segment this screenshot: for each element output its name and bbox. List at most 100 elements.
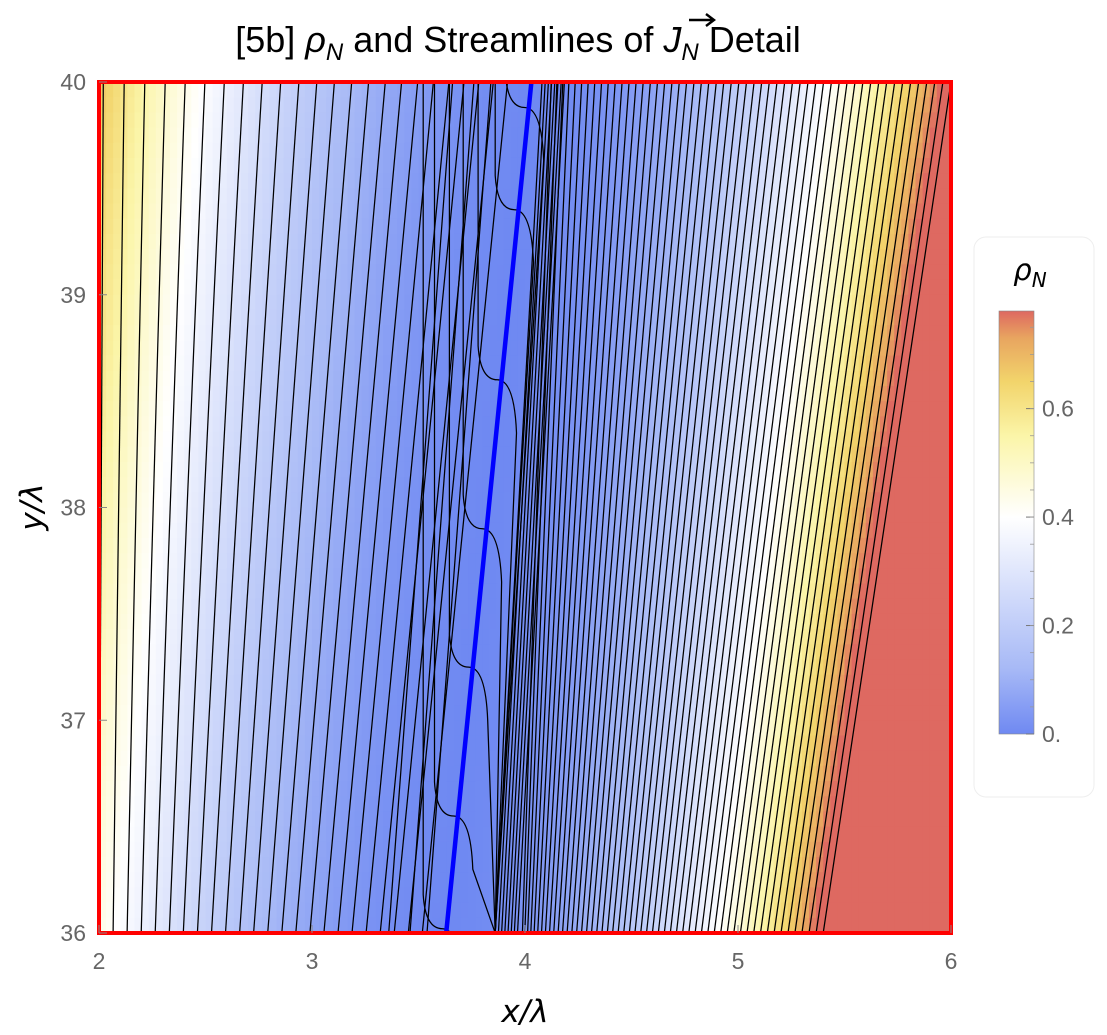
heatmap-cell: [390, 370, 398, 387]
heatmap-cell: [446, 188, 455, 205]
heatmap-cell: [191, 249, 200, 266]
heatmap-cell: [787, 416, 796, 433]
heatmap-cell: [219, 264, 228, 281]
heatmap-cell: [567, 325, 576, 342]
heatmap-cell: [929, 568, 938, 585]
heatmap-cell: [418, 416, 427, 433]
heatmap-cell: [134, 644, 143, 661]
heatmap-cell: [716, 340, 725, 357]
heatmap-cell: [851, 598, 860, 615]
heatmap-cell: [709, 583, 718, 600]
heatmap-cell: [681, 157, 689, 174]
heatmap-cell: [241, 644, 249, 661]
heatmap-cell: [205, 689, 214, 706]
heatmap-cell: [155, 233, 164, 250]
heatmap-cell: [532, 401, 540, 418]
heatmap-cell: [148, 294, 157, 311]
heatmap-cell: [929, 461, 938, 478]
heatmap-cell: [567, 613, 576, 630]
heatmap-cell: [276, 705, 285, 721]
heatmap-cell: [780, 127, 789, 144]
heatmap-cell: [929, 218, 938, 235]
heatmap-cell: [248, 629, 256, 645]
heatmap-cell: [482, 613, 491, 630]
heatmap-cell: [297, 188, 306, 205]
heatmap-cell: [404, 157, 413, 174]
heatmap-cell: [574, 644, 583, 661]
heatmap-cell: [560, 613, 569, 630]
heatmap-cell: [219, 644, 228, 661]
heatmap-cell: [283, 553, 292, 569]
heatmap-cell: [290, 568, 299, 585]
heatmap-cell: [425, 583, 434, 600]
heatmap-cell: [170, 173, 178, 190]
heatmap-cell: [901, 249, 910, 266]
heatmap-cell: [262, 553, 271, 569]
heatmap-cell: [312, 553, 320, 569]
heatmap-cell: [880, 613, 888, 630]
heatmap-cell: [546, 173, 555, 190]
heatmap-cell: [411, 279, 420, 296]
heatmap-cell: [290, 461, 299, 478]
heatmap-cell: [219, 340, 228, 357]
heatmap-cell: [148, 325, 157, 342]
heatmap-cell: [851, 355, 860, 372]
heatmap-cell: [645, 416, 654, 433]
heatmap-cell: [269, 294, 278, 311]
heatmap-cell: [759, 279, 768, 296]
heatmap-cell: [141, 264, 150, 281]
heatmap-cell: [219, 705, 228, 721]
heatmap-cell: [816, 568, 824, 585]
heatmap-cell: [191, 644, 200, 661]
heatmap-cell: [681, 583, 689, 600]
heatmap-cell: [766, 309, 775, 326]
heatmap-cell: [872, 112, 881, 129]
heatmap-cell: [872, 294, 881, 311]
heatmap-cell: [233, 446, 242, 463]
heatmap-cell: [667, 294, 675, 311]
heatmap-cell: [674, 188, 682, 205]
heatmap-cell: [780, 461, 789, 478]
heatmap-cell: [155, 97, 164, 114]
heatmap-cell: [241, 173, 249, 190]
heatmap-cell: [659, 416, 668, 433]
heatmap-cell: [404, 325, 413, 342]
heatmap-cell: [446, 157, 455, 174]
heatmap-cell: [241, 203, 249, 220]
heatmap-cell: [269, 401, 278, 418]
heatmap-cell: [134, 218, 143, 235]
heatmap-cell: [468, 279, 476, 296]
heatmap-cell: [446, 522, 455, 539]
heatmap-cell: [106, 477, 114, 494]
heatmap-cell: [397, 537, 405, 554]
heatmap-cell: [730, 613, 739, 630]
heatmap-cell: [539, 416, 547, 433]
heatmap-cell: [390, 294, 398, 311]
heatmap-cell: [716, 674, 725, 691]
heatmap-cell: [901, 203, 910, 220]
heatmap-cell: [780, 157, 789, 174]
heatmap-cell: [652, 385, 661, 402]
heatmap-cell: [816, 340, 824, 357]
heatmap-cell: [780, 416, 789, 433]
heatmap-cell: [546, 629, 555, 645]
heatmap-cell: [603, 431, 611, 448]
heatmap-cell: [134, 598, 143, 615]
heatmap-cell: [425, 157, 434, 174]
heatmap-cell: [141, 233, 150, 250]
heatmap-cell: [361, 674, 370, 691]
heatmap-cell: [780, 188, 789, 205]
heatmap-cell: [276, 507, 285, 524]
heatmap-cell: [184, 446, 192, 463]
heatmap-cell: [461, 370, 469, 387]
heatmap-cell: [411, 446, 420, 463]
heatmap-cell: [766, 188, 775, 205]
heatmap-cell: [226, 233, 235, 250]
heatmap-cell: [482, 188, 491, 205]
heatmap-cell: [134, 82, 143, 98]
heatmap-cell: [170, 659, 178, 676]
heatmap-cell: [475, 461, 484, 478]
heatmap-cell: [496, 537, 505, 554]
heatmap-cell: [759, 157, 768, 174]
heatmap-cell: [532, 218, 540, 235]
